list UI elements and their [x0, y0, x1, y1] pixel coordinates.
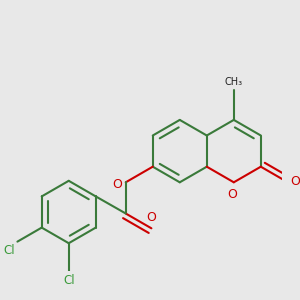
Text: O: O	[290, 175, 300, 188]
Text: O: O	[227, 188, 237, 201]
Text: O: O	[146, 211, 156, 224]
Text: CH₃: CH₃	[225, 77, 243, 87]
Text: O: O	[112, 178, 122, 191]
Text: Cl: Cl	[3, 244, 15, 257]
Text: Cl: Cl	[64, 274, 75, 287]
